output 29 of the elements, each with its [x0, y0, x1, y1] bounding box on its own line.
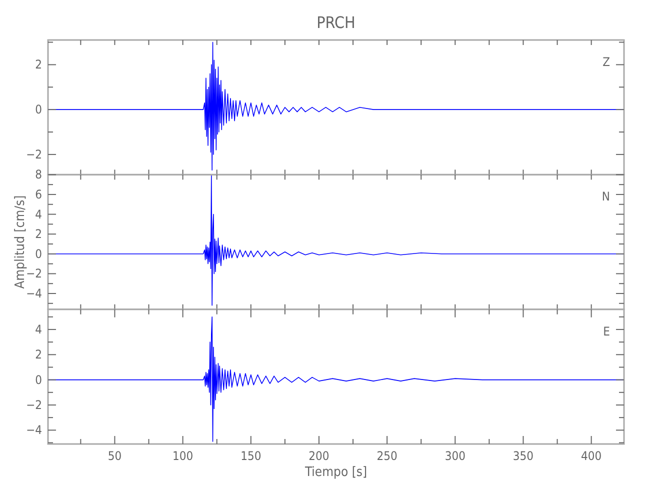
x-tick-label: 150 [240, 449, 262, 463]
y-tick-label: 0 [35, 102, 42, 117]
x-tick-label: 200 [308, 449, 330, 463]
x-tick-label: 50 [108, 449, 122, 463]
y-tick-label: 2 [35, 58, 42, 72]
x-axis-title: Tiempo [s] [304, 465, 368, 480]
x-tick-label: 100 [172, 449, 194, 463]
y-tick-label: 4 [35, 207, 42, 222]
y-axis-title: Amplitud [cm/s] [13, 195, 28, 289]
y-tick-label: −2 [26, 147, 42, 162]
annotation: Z [602, 55, 610, 69]
annotation: E [603, 324, 610, 338]
y-tick-label: 2 [35, 348, 42, 362]
y-tick-label: 6 [35, 187, 42, 202]
y-tick-label: 2 [35, 227, 42, 242]
y-tick-label: −2 [26, 266, 42, 281]
y-tick-label: 0 [35, 246, 42, 261]
x-tick-label: 300 [444, 449, 466, 463]
x-tick-label: 250 [376, 449, 398, 463]
annotation: N [602, 190, 610, 204]
y-tick-label: 4 [35, 322, 42, 336]
chart-title: PRCH [316, 13, 356, 32]
y-tick-label: −4 [26, 286, 42, 300]
y-tick-label: −4 [26, 423, 42, 438]
x-tick-label: 400 [581, 449, 602, 463]
y-tick-label: 8 [35, 168, 42, 182]
x-tick-label: 350 [512, 449, 534, 463]
y-tick-label: −2 [26, 398, 42, 412]
y-tick-label: 0 [35, 372, 42, 387]
